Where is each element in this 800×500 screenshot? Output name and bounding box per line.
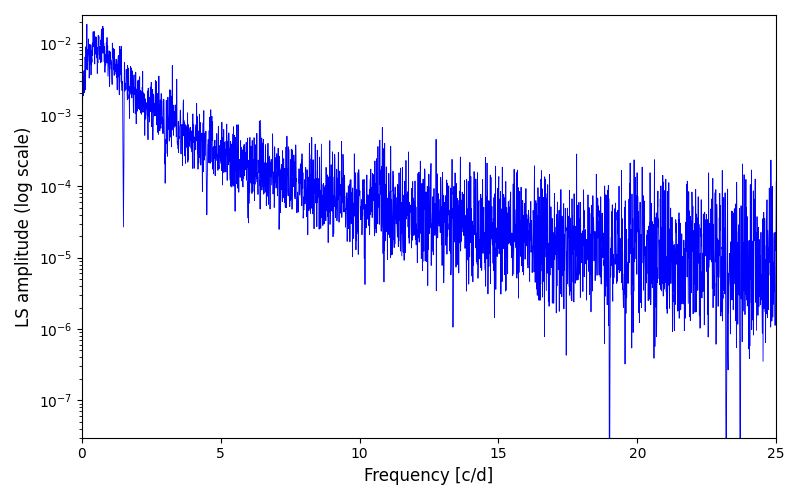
Y-axis label: LS amplitude (log scale): LS amplitude (log scale) <box>15 126 33 326</box>
X-axis label: Frequency [c/d]: Frequency [c/d] <box>364 467 494 485</box>
